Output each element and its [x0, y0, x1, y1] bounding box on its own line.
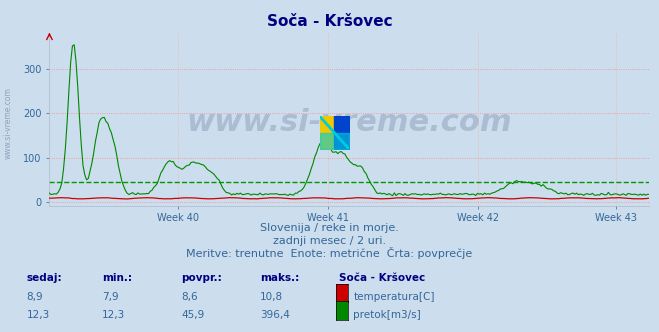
Text: zadnji mesec / 2 uri.: zadnji mesec / 2 uri. [273, 236, 386, 246]
Text: pretok[m3/s]: pretok[m3/s] [353, 310, 421, 320]
Text: 8,9: 8,9 [26, 292, 43, 302]
Text: Slovenija / reke in morje.: Slovenija / reke in morje. [260, 223, 399, 233]
Text: 45,9: 45,9 [181, 310, 204, 320]
Text: 10,8: 10,8 [260, 292, 283, 302]
Text: temperatura[C]: temperatura[C] [353, 292, 435, 302]
Text: www.si-vreme.com: www.si-vreme.com [3, 87, 13, 159]
Text: 396,4: 396,4 [260, 310, 290, 320]
Text: www.si-vreme.com: www.si-vreme.com [186, 109, 512, 137]
Text: 12,3: 12,3 [26, 310, 49, 320]
Text: Meritve: trenutne  Enote: metrične  Črta: povprečje: Meritve: trenutne Enote: metrične Črta: … [186, 247, 473, 259]
Text: Soča - Kršovec: Soča - Kršovec [339, 273, 426, 283]
Text: sedaj:: sedaj: [26, 273, 62, 283]
Text: Soča - Kršovec: Soča - Kršovec [267, 14, 392, 29]
Text: 12,3: 12,3 [102, 310, 125, 320]
Text: 7,9: 7,9 [102, 292, 119, 302]
Text: povpr.:: povpr.: [181, 273, 222, 283]
Text: 8,6: 8,6 [181, 292, 198, 302]
Text: min.:: min.: [102, 273, 132, 283]
Text: maks.:: maks.: [260, 273, 300, 283]
